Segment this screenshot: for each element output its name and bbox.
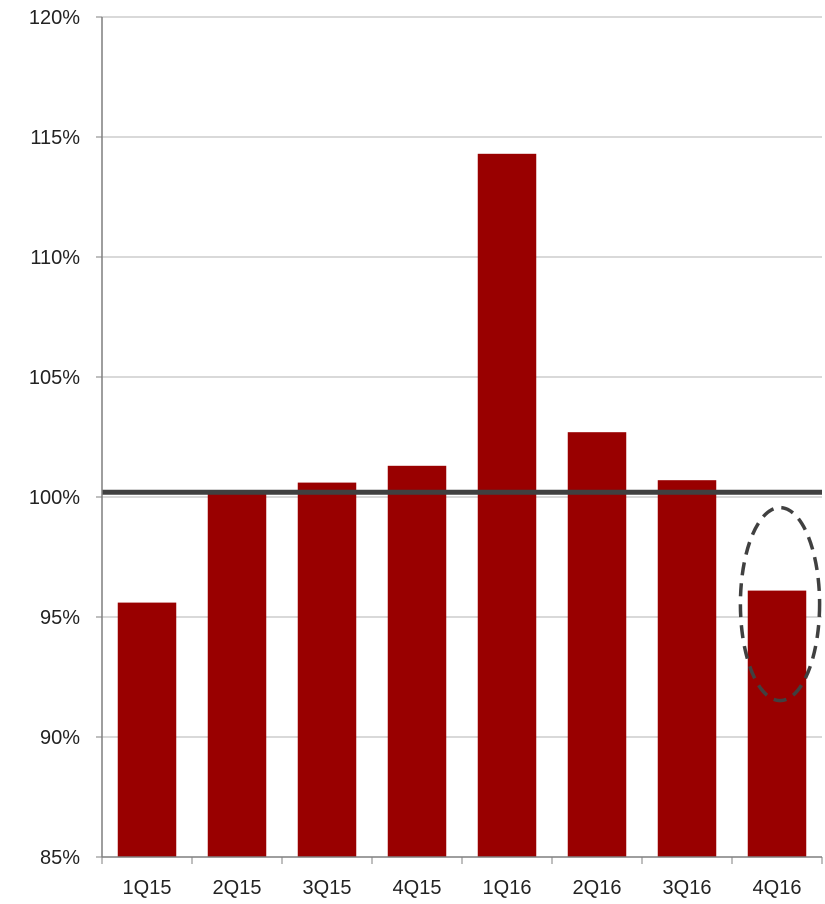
x-tick-label: 1Q15 <box>123 877 172 899</box>
x-tick-label: 3Q16 <box>663 877 712 899</box>
y-tick-label: 95% <box>40 607 80 629</box>
y-tick-label: 90% <box>40 727 80 749</box>
y-tick-label: 105% <box>29 367 80 389</box>
axes <box>96 16 823 864</box>
bar-1q15 <box>117 602 177 857</box>
y-tick-label: 85% <box>40 847 80 869</box>
bar-2q15 <box>207 492 267 857</box>
tick-labels: 85% 90% 95% 100% 105% 110% 115% 120% 1Q15 2Q15 3Q1… <box>29 7 802 899</box>
bar-3q15 <box>297 482 357 857</box>
bar-3q16 <box>657 480 717 857</box>
bars <box>117 153 807 858</box>
y-tick-label: 120% <box>29 7 80 29</box>
y-tick-label: 100% <box>29 487 80 509</box>
x-tick-label: 1Q16 <box>483 877 532 899</box>
x-tick-label: 4Q16 <box>753 877 802 899</box>
bar-4q15 <box>387 465 447 857</box>
x-tick-label: 3Q15 <box>303 877 352 899</box>
annotations <box>738 505 822 703</box>
bar-2q16 <box>567 432 627 857</box>
bar-1q16 <box>477 153 537 858</box>
bar-4q16 <box>747 590 807 857</box>
y-tick-label: 110% <box>30 247 80 269</box>
x-tick-label: 4Q15 <box>393 877 442 899</box>
x-tick-label: 2Q15 <box>213 877 262 899</box>
y-tick-label: 115% <box>30 127 80 149</box>
highlight-ellipse <box>738 505 822 703</box>
x-tick-label: 2Q16 <box>573 877 622 899</box>
